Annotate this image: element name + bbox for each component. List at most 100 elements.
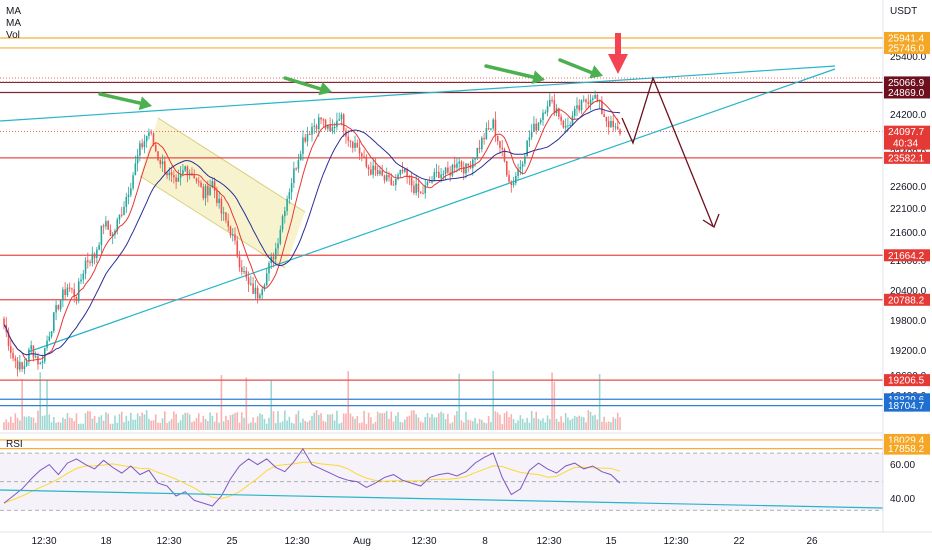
volume-bar	[580, 416, 583, 430]
candle-body	[48, 336, 51, 341]
volume-bar	[64, 418, 66, 430]
candle-body	[168, 172, 171, 176]
time-tick-label: 12:30	[663, 536, 688, 547]
candle-body	[98, 245, 100, 250]
volume-bar	[127, 420, 130, 430]
price-tick-label: 24200.0	[890, 110, 927, 121]
candle-body	[397, 174, 399, 180]
volume-bar	[87, 410, 89, 430]
indicator-ma-1[interactable]: MA	[6, 6, 21, 17]
candle-body	[610, 120, 612, 128]
volume-bar	[333, 420, 336, 430]
candle-body	[193, 174, 196, 179]
volume-bar	[102, 420, 105, 430]
candles	[3, 90, 621, 377]
candle-body	[492, 119, 494, 129]
volume-bar	[136, 413, 139, 430]
candle-body	[320, 117, 322, 120]
candle-body	[546, 105, 549, 113]
candle-body	[39, 362, 42, 365]
volume-bar	[390, 411, 393, 430]
candle-body	[496, 135, 499, 142]
time-tick-label: 12:30	[156, 536, 181, 547]
volume-bar	[84, 413, 87, 430]
candle-body	[134, 163, 137, 176]
volume-bar	[297, 410, 300, 430]
candle-body	[120, 214, 123, 216]
candle-body	[34, 356, 37, 358]
volume-bar	[553, 381, 556, 430]
volume-bar	[456, 411, 458, 430]
volume-bar	[401, 422, 404, 430]
candle-body	[476, 147, 479, 159]
candle-body	[123, 206, 125, 216]
volume-bar	[66, 413, 69, 430]
candle-body	[234, 234, 236, 241]
volume-bar	[286, 420, 288, 430]
current-price-tag-bg	[884, 125, 930, 150]
green-arrow-head	[531, 70, 545, 85]
candle-body	[351, 141, 354, 148]
time-tick-label: 8	[482, 536, 488, 547]
volume-bar	[331, 413, 334, 430]
candle-body	[544, 112, 547, 114]
volume-bar	[589, 411, 592, 430]
candle-body	[59, 300, 62, 310]
candle-body	[290, 183, 293, 193]
volume-bar	[361, 422, 363, 430]
volume-bar	[354, 418, 356, 430]
candle-body	[533, 123, 535, 133]
volume-bar	[308, 420, 311, 430]
level-tag-bg	[884, 293, 930, 306]
volume-bar	[75, 413, 78, 430]
candle-body	[177, 177, 180, 182]
candle-body	[252, 283, 254, 294]
candle-body	[91, 253, 94, 264]
volume-bar	[139, 416, 141, 430]
volume-bar	[7, 422, 10, 430]
candle-body	[209, 187, 211, 196]
volume-bar	[293, 423, 295, 430]
volume-bar	[241, 412, 243, 430]
candle-body	[558, 108, 560, 117]
candle-body	[494, 119, 497, 136]
lower-trendline	[27, 68, 836, 353]
volume-bar	[225, 415, 227, 430]
candle-body	[388, 174, 390, 178]
volume-bar	[388, 418, 390, 430]
level-tag: 23582.1	[888, 153, 925, 164]
volume-bar	[30, 417, 32, 430]
candle-body	[82, 273, 85, 280]
level-tag-bg	[884, 32, 930, 44]
volume-bar	[193, 421, 196, 430]
volume-bar	[612, 417, 614, 430]
candle-body	[170, 172, 173, 176]
volume-bar	[447, 413, 449, 430]
rsi-trendline	[0, 489, 884, 509]
volume-bar	[111, 423, 114, 430]
candle-body	[166, 173, 168, 176]
volume-bar	[318, 414, 320, 430]
candle-body	[107, 221, 109, 230]
volume-bar	[157, 422, 159, 430]
candle-body	[571, 115, 574, 125]
candle-body	[16, 360, 19, 370]
volume-bar	[281, 421, 284, 430]
candle-body	[315, 125, 318, 130]
indicator-volume[interactable]: Vol	[6, 30, 20, 41]
indicator-ma-2[interactable]: MA	[6, 18, 21, 29]
candle-body	[245, 271, 248, 278]
candle-body	[460, 161, 463, 168]
volume-bar	[270, 380, 273, 430]
volume-bar	[438, 413, 440, 430]
level-tag-bg	[884, 86, 930, 99]
volume-bar	[200, 422, 202, 430]
volume-bar	[91, 418, 94, 430]
candle-body	[385, 174, 388, 181]
volume-bar	[324, 421, 327, 430]
indicator-rsi[interactable]: RSI	[6, 439, 23, 450]
volume-bar	[100, 415, 103, 430]
candle-body	[456, 163, 458, 168]
volume-bar	[96, 422, 98, 430]
